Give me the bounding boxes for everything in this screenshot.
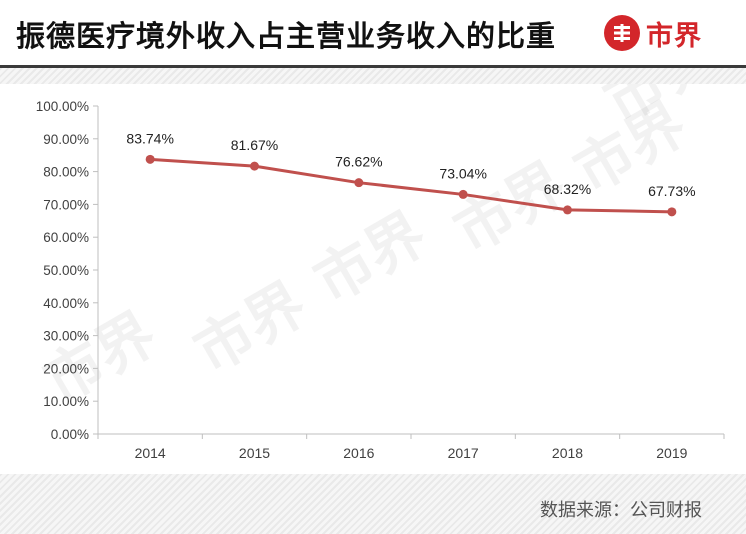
data-label: 73.04% xyxy=(439,165,486,181)
y-tick-label: 20.00% xyxy=(43,361,89,376)
watermark-text: 市界 xyxy=(183,269,317,386)
header-divider xyxy=(0,65,746,68)
x-tick-label: 2016 xyxy=(343,445,374,461)
x-tick-label: 2015 xyxy=(239,445,270,461)
data-point xyxy=(250,161,259,171)
data-label: 68.32% xyxy=(544,181,591,197)
data-point xyxy=(667,207,677,217)
data-point xyxy=(145,154,155,164)
data-label: 76.62% xyxy=(335,154,382,170)
brand-logo: 市界 xyxy=(604,13,702,53)
data-point xyxy=(354,178,364,188)
x-tick-label: 2014 xyxy=(135,445,166,461)
y-tick-label: 0.00% xyxy=(51,427,89,442)
chart-area: 市界市界市界市界市界市界0.00%10.00%20.00%30.00%40.00… xyxy=(0,84,746,474)
top-stripe-band xyxy=(0,68,746,84)
y-tick-label: 80.00% xyxy=(43,165,89,180)
data-point xyxy=(563,205,572,215)
y-tick-label: 40.00% xyxy=(43,296,89,311)
x-tick-label: 2019 xyxy=(656,445,687,461)
brand-name: 市界 xyxy=(646,20,702,52)
y-tick-label: 100.00% xyxy=(36,99,89,114)
header: 振德医疗境外收入占主营业务收入的比重 市界 xyxy=(0,0,746,66)
data-label: 81.67% xyxy=(231,137,278,153)
y-tick-label: 50.00% xyxy=(43,263,89,278)
line-chart: 市界市界市界市界市界市界0.00%10.00%20.00%30.00%40.00… xyxy=(33,84,727,461)
page-title: 振德医疗境外收入占主营业务收入的比重 xyxy=(16,19,557,53)
y-tick-label: 90.00% xyxy=(43,132,89,147)
y-tick-label: 60.00% xyxy=(43,230,89,245)
y-tick-label: 30.00% xyxy=(43,329,89,344)
data-label: 67.73% xyxy=(648,183,695,199)
data-point xyxy=(458,189,468,199)
series-line xyxy=(150,157,672,214)
watermark-text: 市界 xyxy=(303,199,437,316)
x-tick-label: 2017 xyxy=(448,445,479,461)
y-tick-label: 10.00% xyxy=(43,394,89,409)
y-tick-label: 70.00% xyxy=(43,197,89,212)
data-label: 83.74% xyxy=(126,130,173,146)
bottom-stripe-band xyxy=(0,474,746,534)
x-tick-label: 2018 xyxy=(552,445,583,461)
data-source: 数据来源：公司财报 xyxy=(540,500,702,521)
brand-logo-icon xyxy=(604,15,640,51)
